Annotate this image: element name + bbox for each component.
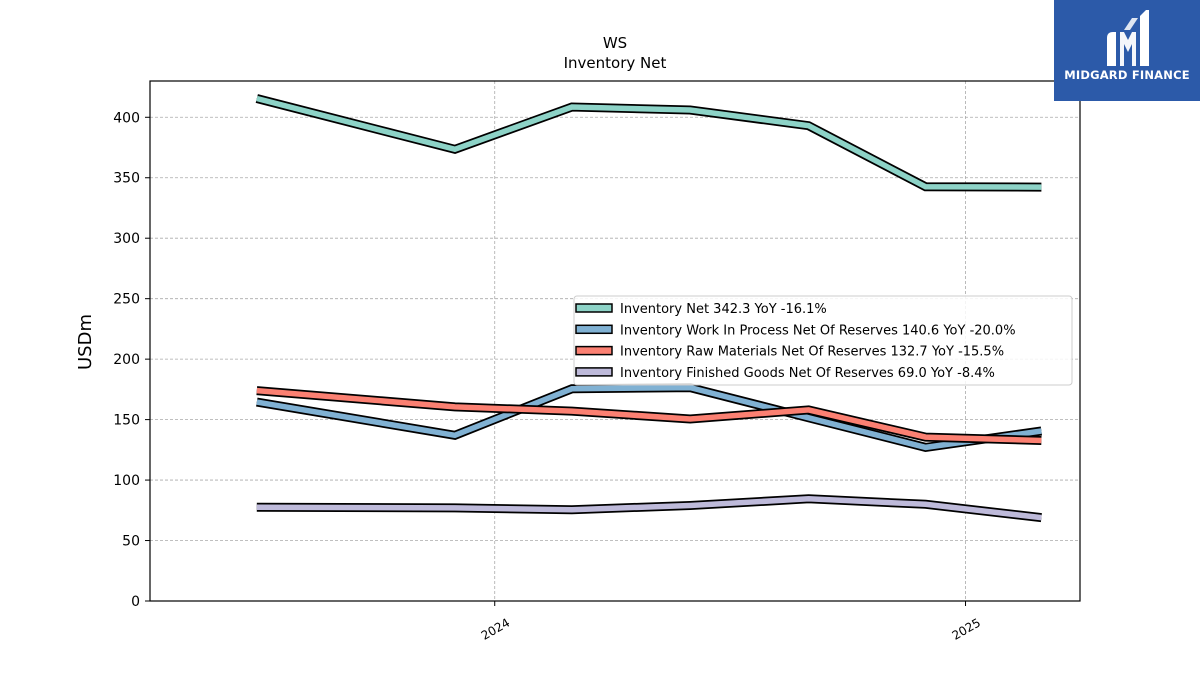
y-tick-label: 100: [113, 473, 140, 489]
series-4: [256, 494, 1042, 523]
y-tick-label: 250: [113, 292, 140, 308]
legend-entry: Inventory Finished Goods Net Of Reserves…: [620, 366, 995, 381]
y-axis: 0 50 100 150 200 250 300 350 400: [113, 110, 150, 610]
y-tick-label: 150: [113, 413, 140, 429]
series-2: [256, 383, 1043, 452]
midgard-finance-logo: MIDGARD FINANCE: [1054, 0, 1200, 101]
series-lines: [255, 94, 1043, 523]
legend-swatch: [575, 345, 613, 356]
logo-mark-icon: [1107, 10, 1149, 66]
legend-box: [573, 295, 1073, 386]
series-line: [256, 384, 1042, 451]
legend-swatch: [575, 303, 613, 313]
y-tick-label: 300: [113, 231, 140, 247]
series-1: [255, 94, 1042, 192]
y-tick-label: 200: [113, 352, 140, 368]
chart-title: WS: [603, 34, 627, 52]
series-line: [256, 387, 1042, 444]
y-axis-label: USDm: [75, 314, 96, 370]
legend-entry: Inventory Net 342.3 YoY -16.1%: [620, 302, 827, 317]
series-line-outline: [255, 94, 1042, 192]
legend-entry: Inventory Work In Process Net Of Reserve…: [620, 323, 1016, 338]
legend-entry: Inventory Raw Materials Net Of Reserves …: [620, 345, 1004, 360]
series-line: [256, 496, 1042, 521]
plot-frame: [149, 80, 1081, 602]
x-axis: 2024 2025: [479, 601, 983, 643]
legend: Inventory Net 342.3 YoY -16.1% Inventory …: [573, 295, 1073, 386]
series-3: [256, 386, 1042, 445]
x-tick-label: 2024: [479, 615, 512, 642]
y-tick-label: 400: [113, 110, 140, 126]
x-tick-label: 2025: [950, 615, 983, 642]
legend-swatch: [575, 367, 613, 377]
logo-text: MIDGARD FINANCE: [1064, 68, 1190, 82]
y-tick-label: 0: [131, 594, 140, 610]
y-tick-label: 350: [113, 171, 140, 187]
legend-swatch: [575, 324, 613, 335]
y-tick-label: 50: [122, 534, 140, 550]
chart-subtitle: Inventory Net: [564, 54, 667, 72]
series-line: [256, 95, 1042, 190]
